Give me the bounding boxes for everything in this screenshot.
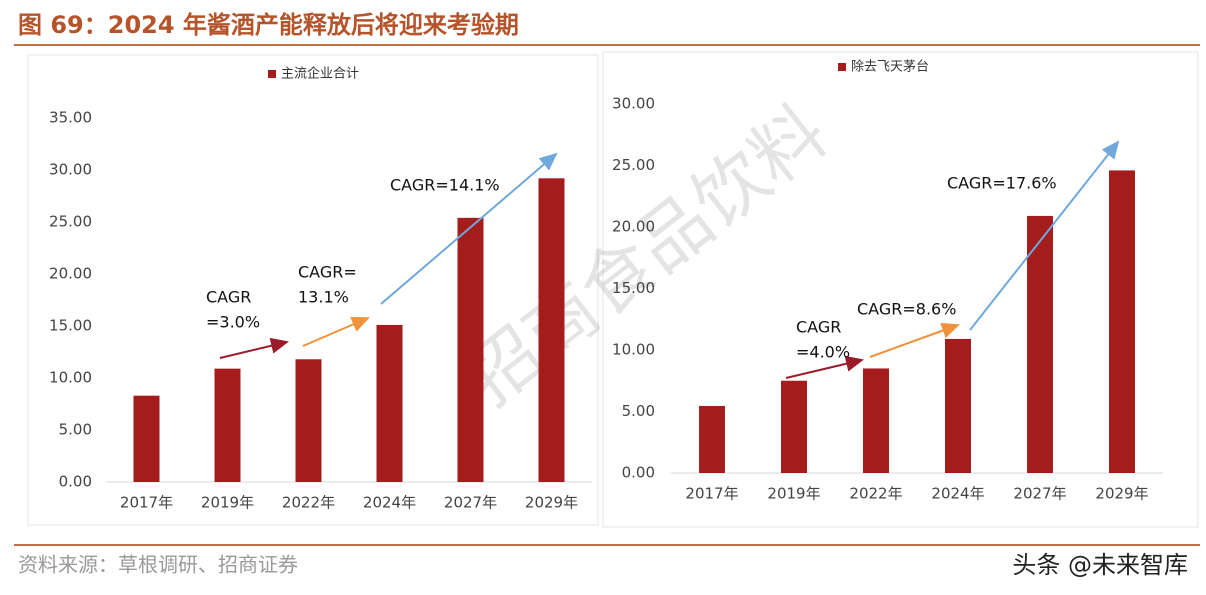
logo: 头条 @未来智库 <box>1012 551 1188 579</box>
bar <box>376 324 403 482</box>
bar <box>214 368 241 482</box>
annotation: =3.0% <box>206 313 260 332</box>
cagr-arrow <box>380 152 558 305</box>
y-tick-label: 25.00 <box>49 213 92 231</box>
bar <box>863 368 889 473</box>
y-tick-label: 20.00 <box>49 265 92 283</box>
x-tick-label: 2019年 <box>201 494 254 512</box>
legend-label: 除去飞天茅台 <box>851 60 929 75</box>
x-tick-label: 2024年 <box>363 494 416 512</box>
watermark: 招商食品饮料 <box>450 89 842 421</box>
cagr-arrow <box>969 140 1120 331</box>
y-tick-label: 25.00 <box>612 156 655 174</box>
y-tick-label: 5.00 <box>622 402 655 420</box>
y-tick-label: 15.00 <box>49 317 92 335</box>
y-tick-label: 30.00 <box>612 95 655 113</box>
cagr-arrow <box>219 337 289 359</box>
x-tick-label: 2019年 <box>767 485 820 503</box>
x-tick-label: 2027年 <box>444 494 497 512</box>
annotation: CAGR <box>796 318 841 337</box>
source-note: 资料来源：草根调研、招商证券 <box>18 553 298 577</box>
cagr-arrow <box>302 316 370 347</box>
bar <box>133 395 160 482</box>
bar <box>699 405 725 473</box>
bar <box>1027 215 1053 473</box>
x-tick-label: 2017年 <box>685 485 738 503</box>
annotation: CAGR=17.6% <box>947 174 1057 193</box>
x-tick-label: 2029年 <box>525 494 578 512</box>
legend-label: 主流企业合计 <box>281 66 359 82</box>
y-tick-label: 30.00 <box>49 161 92 179</box>
y-tick-label: 0.00 <box>622 464 655 482</box>
annotation: CAGR=14.1% <box>390 176 500 195</box>
cagr-arrow <box>785 355 864 379</box>
chart-frame <box>602 51 1199 528</box>
figure-title: 图 69：2024 年酱酒产能释放后将迎来考验期 <box>18 11 519 39</box>
y-tick-label: 5.00 <box>59 421 92 439</box>
y-tick-label: 10.00 <box>49 369 92 387</box>
legend-swatch <box>838 63 846 71</box>
x-tick-label: 2022年 <box>849 485 902 503</box>
bar <box>1109 170 1135 474</box>
y-tick-label: 20.00 <box>612 218 655 236</box>
y-tick-label: 15.00 <box>612 279 655 297</box>
x-tick-label: 2024年 <box>931 485 984 503</box>
bar <box>457 217 484 482</box>
x-tick-label: 2017年 <box>120 494 173 512</box>
x-tick-label: 2027年 <box>1013 485 1066 503</box>
y-tick-label: 10.00 <box>612 341 655 359</box>
bar <box>295 359 322 482</box>
y-tick-label: 0.00 <box>59 473 92 491</box>
annotation: =4.0% <box>796 343 850 362</box>
annotation: CAGR <box>206 288 251 307</box>
annotation: 13.1% <box>298 288 349 307</box>
chart-frame <box>27 54 599 526</box>
annotation: CAGR=8.6% <box>857 300 956 319</box>
bar <box>781 380 807 473</box>
x-tick-label: 2029年 <box>1095 485 1148 503</box>
cagr-arrow <box>869 322 960 358</box>
bar <box>538 178 565 482</box>
bar <box>945 338 971 473</box>
y-tick-label: 35.00 <box>49 109 92 127</box>
x-tick-label: 2022年 <box>282 494 335 512</box>
annotation: CAGR= <box>298 263 357 282</box>
legend-swatch <box>268 70 276 78</box>
